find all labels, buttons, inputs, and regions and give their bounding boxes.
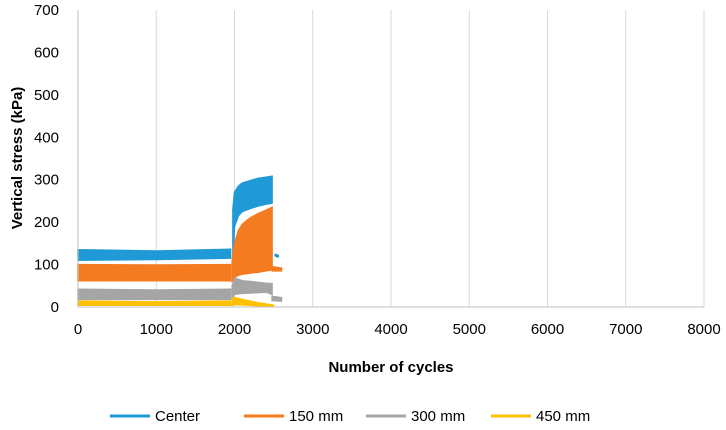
series-point xyxy=(275,254,280,258)
legend: Center 150 mm 300 mm 450 mm xyxy=(110,408,590,425)
x-tick-label: 4000 xyxy=(374,321,407,338)
plot-area xyxy=(77,175,283,308)
series-band xyxy=(271,295,283,302)
x-tick-label: 5000 xyxy=(453,321,486,338)
legend-item: Center xyxy=(110,408,200,425)
series-band xyxy=(77,248,232,262)
x-tick-label: 3000 xyxy=(296,321,329,338)
y-tick-label: 100 xyxy=(34,257,59,274)
x-tick-label: 1000 xyxy=(140,321,173,338)
axes xyxy=(77,10,704,308)
series-band xyxy=(77,288,232,301)
y-tick-label: 200 xyxy=(34,214,59,231)
y-tick-label: 700 xyxy=(34,2,59,19)
series-band xyxy=(77,263,232,282)
series-2 xyxy=(77,277,283,302)
series-band xyxy=(231,296,275,308)
x-axis-title: Number of cycles xyxy=(328,359,453,376)
legend-label: 450 mm xyxy=(536,408,590,425)
y-tick-labels: 0 100 200 300 400 500 600 700 xyxy=(34,2,59,316)
legend-item: 300 mm xyxy=(366,408,465,425)
series-band xyxy=(231,277,273,299)
x-tick-label: 7000 xyxy=(609,321,642,338)
y-axis-title: Vertical stress (kPa) xyxy=(9,87,26,230)
x-tick-labels: 0 1000 2000 3000 4000 5000 6000 7000 8000 xyxy=(74,321,721,338)
x-tick-label: 0 xyxy=(74,321,82,338)
y-tick-label: 600 xyxy=(34,44,59,61)
y-tick-label: 400 xyxy=(34,129,59,146)
series-1 xyxy=(77,206,283,284)
legend-item: 150 mm xyxy=(244,408,343,425)
series-band xyxy=(232,175,273,259)
y-tick-label: 500 xyxy=(34,87,59,104)
x-tick-label: 6000 xyxy=(531,321,564,338)
y-tick-label: 0 xyxy=(51,299,59,316)
series-0 xyxy=(77,175,280,262)
legend-label: 300 mm xyxy=(411,408,465,425)
y-tick-label: 300 xyxy=(34,172,59,189)
gridlines xyxy=(155,10,705,307)
legend-label: 150 mm xyxy=(289,408,343,425)
series-band xyxy=(271,265,283,272)
legend-label: Center xyxy=(155,408,200,425)
x-tick-label: 8000 xyxy=(687,321,720,338)
legend-item: 450 mm xyxy=(491,408,590,425)
series-band xyxy=(77,300,232,307)
x-tick-label: 2000 xyxy=(218,321,251,338)
